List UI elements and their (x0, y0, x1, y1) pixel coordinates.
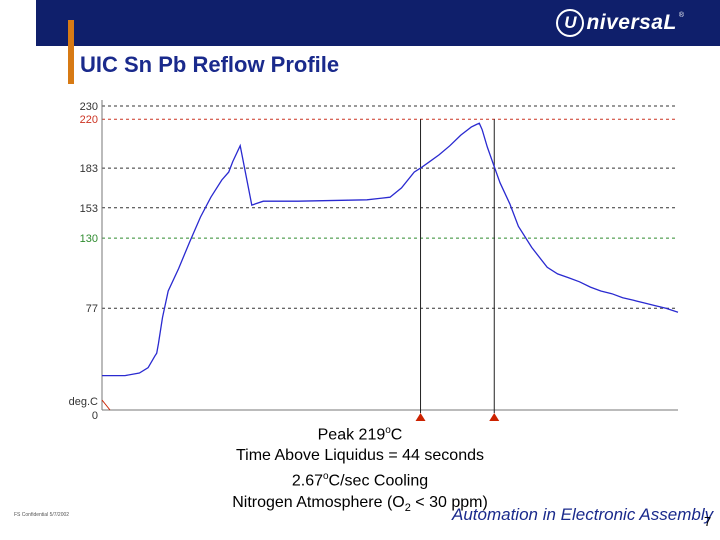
y-tick-label-77: 77 (86, 303, 98, 315)
corner-tick-icon (101, 399, 111, 411)
tagline: Automation in Electronic Assembly (452, 505, 714, 524)
y-tick-label-183: 183 (80, 163, 98, 175)
peak-text: Peak 219 (317, 426, 386, 444)
liquidus-marker-triangle-icon-1 (415, 413, 426, 421)
cooling-value: 2.67 (291, 472, 323, 490)
y-tick-label-153: 153 (80, 203, 98, 215)
y-zero-label: 0 (92, 410, 98, 422)
time-above-liquidus-line: Time Above Liquidus = 44 seconds (235, 447, 484, 465)
y-tick-label-130: 130 (80, 233, 98, 245)
atmosphere-post: < 30 ppm) (410, 493, 488, 511)
axes (101, 100, 678, 411)
y-tick-label-220: 220 (80, 114, 98, 126)
atmosphere-sub: 2 (404, 501, 411, 514)
temperature-profile-line (102, 122, 679, 377)
universal-logo: U niversaL ® (556, 8, 684, 38)
y-unit-label: deg.C (69, 396, 98, 408)
liquidus-marker-triangle-icon-2 (489, 413, 500, 421)
peak-unit: C (390, 426, 403, 444)
y-tick-label-230: 230 (80, 101, 98, 113)
accent-bar (68, 20, 74, 84)
atmosphere-pre: Nitrogen Atmosphere (O (232, 493, 405, 511)
profile-caption: Peak 219oC Time Above Liquidus = 44 seco… (160, 420, 560, 519)
footnote: FS Confidential 5/7/2002 (14, 512, 70, 518)
page-title: UIC Sn Pb Reflow Profile (80, 52, 340, 77)
cooling-degree: o (322, 471, 329, 483)
header-bar: U niversaL ® (36, 0, 720, 46)
markers (415, 119, 500, 421)
page-number: 7 (704, 514, 712, 529)
peak-temperature-line: Peak 219oC (160, 420, 560, 445)
logo-badge-icon: U (556, 9, 585, 37)
atmosphere-line: Nitrogen Atmosphere (O2 < 30 ppm) (160, 492, 560, 519)
series-layer (102, 122, 679, 377)
cooling-rate-line: 2.67oC/sec Cooling (160, 466, 560, 491)
peak-degree: o (385, 425, 391, 436)
cooling-unit: C/sec Cooling (328, 472, 429, 490)
logo-text: niversaL (586, 11, 677, 34)
registered-mark: ® (678, 12, 684, 19)
